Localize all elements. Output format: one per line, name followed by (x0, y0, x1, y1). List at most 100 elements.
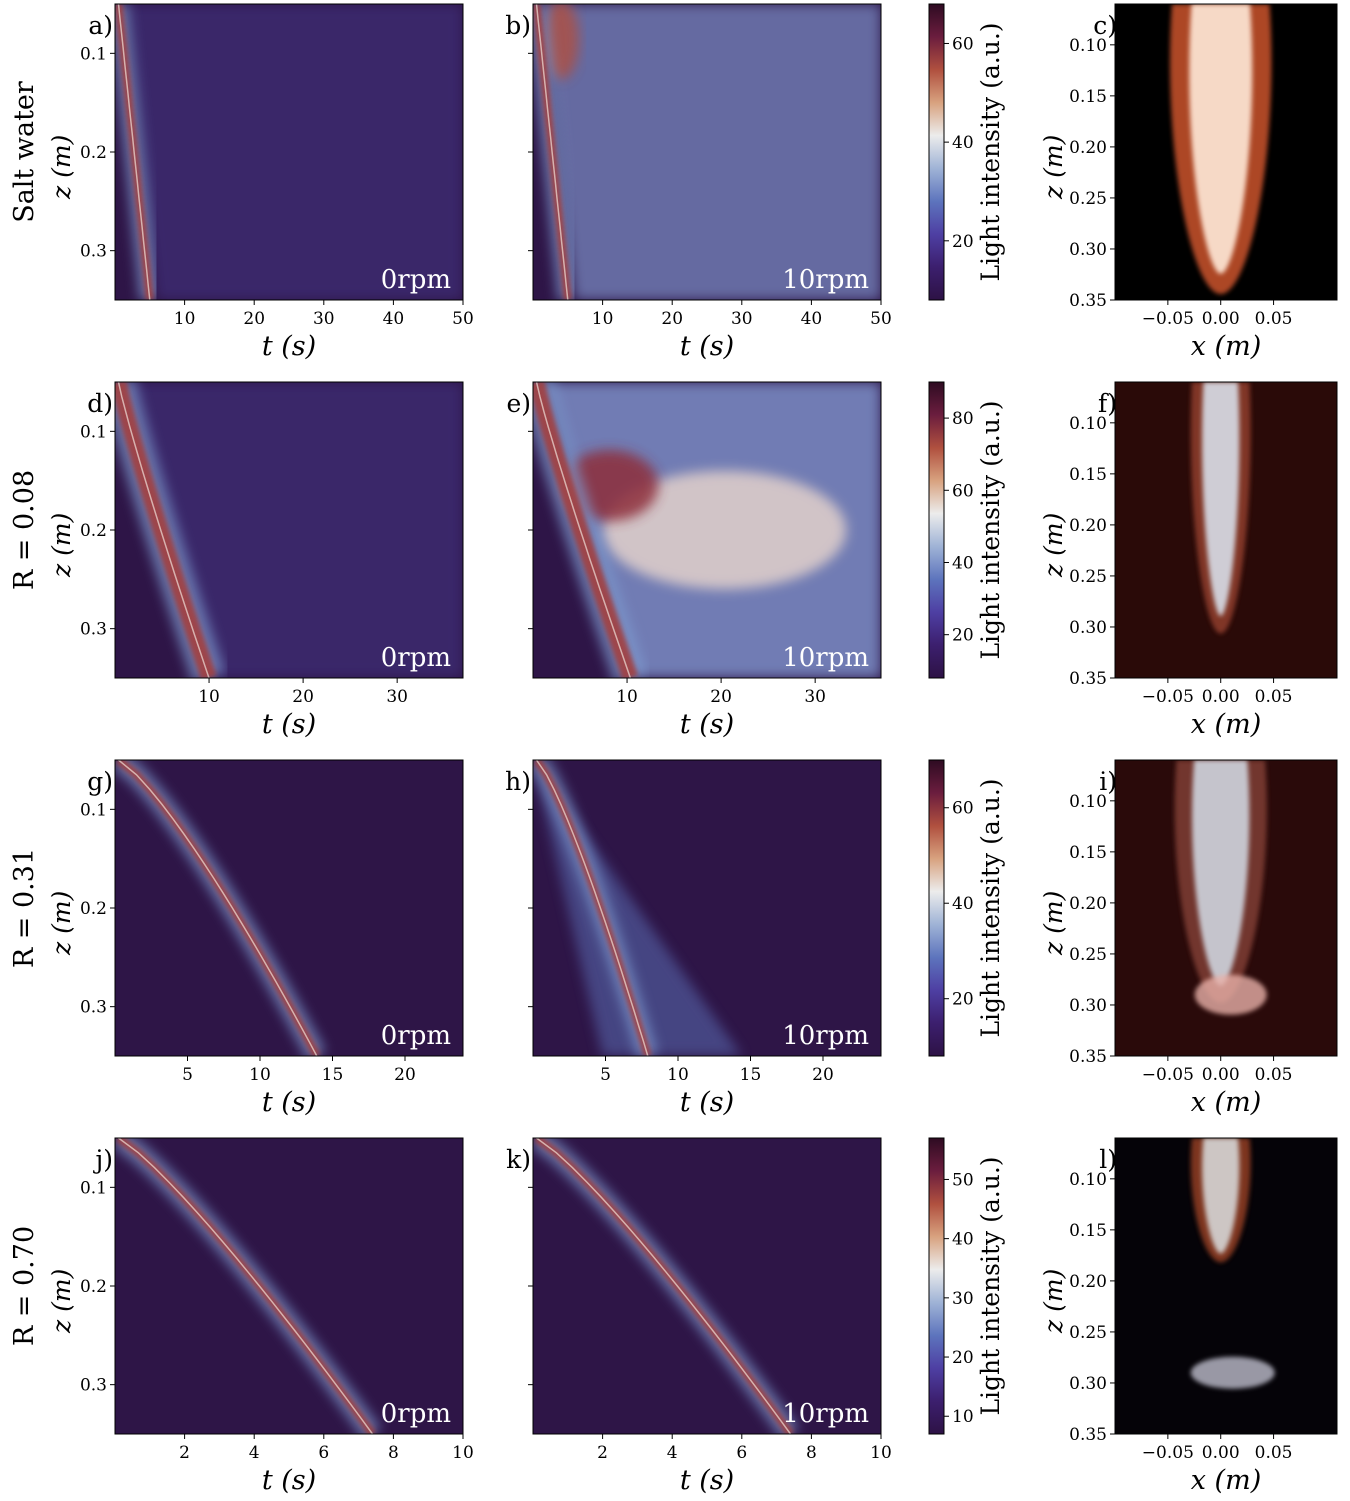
z-tick-label: 0.30 (1069, 618, 1107, 638)
row-label: Salt water (9, 81, 40, 223)
t-tick-label: 2 (597, 1443, 608, 1463)
colorbar-tick-label: 40 (952, 133, 974, 153)
z-tick-label: 0.10 (1069, 414, 1107, 434)
mid-heatmap-panel: 10rpm h) 5 10 15 20 t (s) (505, 759, 882, 1118)
z-tick-label: 0.20 (1069, 138, 1107, 158)
colorbar-tick-label: 20 (952, 1348, 974, 1368)
front-streak-edge (117, 4, 151, 300)
mid-heatmap-panel: 10rpm b) 10 20 30 40 50 t (s) (505, 3, 892, 362)
plume-core (1192, 760, 1250, 986)
panel-label: k) (506, 1145, 531, 1174)
colorbar-tick-label: 20 (952, 626, 974, 646)
z-tick-label: 0.30 (1069, 1374, 1107, 1394)
t-tick-label: 20 (243, 309, 265, 329)
t-axis-label: t (s) (262, 1465, 316, 1496)
x-axis-label: x (m) (1191, 331, 1261, 362)
z-tick-label: 0.25 (1069, 567, 1107, 587)
rpm-label: 0rpm (381, 1021, 451, 1051)
front-streak-edge (536, 1138, 792, 1434)
z-tick-label: 0.2 (80, 143, 107, 163)
front-streak-edge (117, 382, 210, 678)
z-tick-label: 0.3 (80, 998, 107, 1018)
t-tick-label: 6 (736, 1443, 747, 1463)
z-tick-label: 0.15 (1069, 843, 1107, 863)
x-tick-label: 0.00 (1202, 1065, 1240, 1085)
t-tick-label: 10 (616, 687, 638, 707)
panel-label: l) (1099, 1145, 1117, 1174)
z-tick-label: 0.35 (1069, 1425, 1107, 1445)
t-tick-label: 50 (452, 309, 474, 329)
t-tick-label: 10 (667, 1065, 689, 1085)
colorbar-tick-label: 40 (952, 553, 974, 573)
t-tick-label: 15 (322, 1065, 344, 1085)
plume-core (1189, 4, 1253, 274)
x-tick-label: −0.05 (1142, 309, 1194, 329)
z-tick-label: 0.1 (80, 800, 107, 820)
heatmap-marks (533, 382, 881, 678)
t-tick-label: 15 (740, 1065, 762, 1085)
panel-label: f) (1098, 389, 1117, 418)
panel-label: c) (1093, 11, 1117, 40)
z-tick-label: 0.35 (1069, 1047, 1107, 1067)
diffuse-signal (125, 4, 463, 300)
z-tick-label: 0.10 (1069, 36, 1107, 56)
colorbar-tick-label: 50 (952, 1170, 974, 1190)
x-tick-label: −0.05 (1142, 1443, 1194, 1463)
snapshot-panel: c) −0.05 0.00 0.05x (m) 0.10 0.15 0.20 0.25 0.30… (1039, 3, 1338, 362)
colorbar-tick-label: 40 (952, 894, 974, 914)
z-tick-label: 0.2 (80, 521, 107, 541)
colorbar-tick-label: 80 (952, 409, 974, 429)
x-tick-label: 0.00 (1202, 1443, 1240, 1463)
left-heatmap-panel: 0rpm j) 2 4 6 8 10 t (s) 0.1 0.2 0.3 z (m) (47, 1137, 474, 1496)
z-tick-label: 0.35 (1069, 291, 1107, 311)
panel-frame (1114, 3, 1338, 301)
diffuse-signal (125, 382, 463, 678)
heatmap-marks (533, 4, 881, 300)
colorbar: 20 40 60 Light intensity (a.u.) (928, 759, 1005, 1057)
diffuse-signal (543, 4, 881, 300)
panel-label: d) (87, 389, 113, 418)
figure-row-2: R = 0.08 0rpm d) 10 20 30 t (s) 0.1 0.2 0.3 z (m) 1… (9, 381, 1338, 740)
t-tick-label: 4 (667, 1443, 678, 1463)
front-streak-edge (535, 760, 649, 1056)
t-tick-label: 5 (600, 1065, 611, 1085)
panel-label: h) (505, 767, 531, 796)
figure-row-3: R = 0.31 0rpm g) 5 10 15 20 t (s) 0.1 0.2 0.3 z (m)… (9, 759, 1338, 1118)
row-label: R = 0.70 (9, 1226, 40, 1346)
rpm-label: 0rpm (381, 265, 451, 295)
snapshot-marks (1190, 1138, 1275, 1389)
colorbar-ramp (928, 381, 945, 679)
t-axis-label: t (s) (262, 331, 316, 362)
panel-label: i) (1099, 767, 1117, 796)
z-axis-label: z (m) (47, 891, 76, 956)
x-tick-label: 0.05 (1255, 1443, 1293, 1463)
row-label: R = 0.31 (9, 848, 40, 968)
t-tick-label: 20 (661, 309, 683, 329)
t-tick-label: 40 (801, 309, 823, 329)
panel-frame (1114, 759, 1338, 1057)
heatmap-marks (115, 1138, 381, 1434)
colorbar: 20 40 60 80 Light intensity (a.u.) (928, 381, 1005, 679)
left-heatmap-panel: 0rpm g) 5 10 15 20 t (s) 0.1 0.2 0.3 z (m) (47, 759, 464, 1118)
t-tick-label: 10 (198, 687, 220, 707)
snapshot-marks (1169, 4, 1272, 295)
colorbar-tick-label: 40 (952, 1230, 974, 1250)
rpm-label: 10rpm (782, 643, 869, 673)
left-heatmap-panel: 0rpm d) 10 20 30 t (s) 0.1 0.2 0.3 z (m) (47, 381, 464, 740)
rpm-label: 0rpm (381, 643, 451, 673)
t-tick-label: 20 (394, 1065, 416, 1085)
x-tick-label: −0.05 (1142, 687, 1194, 707)
z-tick-label: 0.10 (1069, 1170, 1107, 1190)
panel-label: e) (506, 389, 531, 418)
heatmap-marks (115, 4, 463, 300)
colorbar-tick-label: 20 (952, 232, 974, 252)
colorbar: 20 40 60 Light intensity (a.u.) (928, 3, 1005, 301)
diffuse-signal (533, 760, 742, 1056)
panel-label: b) (505, 11, 531, 40)
t-tick-label: 5 (182, 1065, 193, 1085)
colorbar-tick-label: 10 (952, 1407, 974, 1427)
t-tick-label: 10 (249, 1065, 271, 1085)
t-axis-label: t (s) (680, 1465, 734, 1496)
panel-label: j) (92, 1145, 113, 1174)
x-tick-label: 0.00 (1202, 309, 1240, 329)
